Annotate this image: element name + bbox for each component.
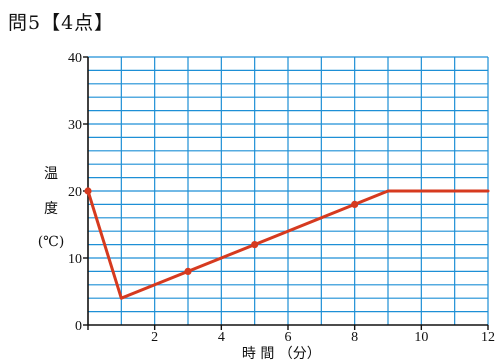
x-tick-label: 6 [285,330,292,345]
y-tick-label: 20 [68,185,82,200]
x-tick-label: 8 [351,330,358,345]
question-title: 問5【4点】 [8,12,115,34]
axes [83,56,489,330]
y-axis-label-char: 度 [44,201,58,217]
data-point [184,267,192,275]
y-tick-label: 40 [68,51,82,66]
y-tick-label: 30 [68,118,82,133]
y-axis-label: 温度 (℃) [38,166,65,250]
data-point [251,241,259,249]
x-tick-label: 10 [414,330,428,345]
data-point [351,200,359,208]
data-point [84,187,92,195]
y-tick-label: 10 [68,252,82,267]
y-axis-label-char: 温 [44,166,58,182]
x-axis-label: 時 間 （分） [242,346,321,362]
marker-layer [84,187,359,275]
x-tick-label: 2 [151,330,158,345]
y-tick-labels: 0 10 20 30 40 [68,51,82,334]
y-axis-label-char: (℃) [38,234,65,250]
x-tick-labels: 2 4 6 8 10 12 [151,330,495,345]
y-tick-label: 0 [75,319,82,334]
x-tick-label: 12 [481,330,495,345]
x-tick-label: 4 [218,330,225,345]
